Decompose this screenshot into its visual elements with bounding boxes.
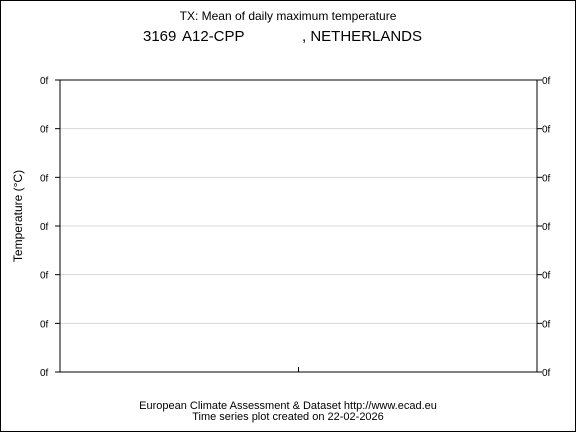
y-tick-label-left: 0f [40, 173, 49, 184]
y-tick-label-right: 0f [542, 368, 551, 379]
y-tick-label-right: 0f [542, 125, 551, 136]
station-name: A12-CPP [182, 28, 245, 45]
footer-created-date: Time series plot created on 22-02-2026 [192, 411, 384, 423]
footer-credit: European Climate Assessment & Dataset ht… [139, 400, 437, 412]
y-tick-label-left: 0f [40, 319, 49, 330]
y-tick-label-left: 0f [40, 368, 49, 379]
y-tick-label-right: 0f [542, 222, 551, 233]
y-tick-label-right: 0f [542, 173, 551, 184]
y-tick-label-right: 0f [542, 76, 551, 87]
y-tick-label-left: 0f [40, 125, 49, 136]
station-id: 3169 [143, 28, 177, 45]
station-country: , NETHERLANDS [302, 28, 423, 45]
chart-title: TX: Mean of daily maximum temperature [179, 9, 397, 23]
y-tick-label-left: 0f [40, 76, 49, 87]
y-tick-label-left: 0f [40, 222, 49, 233]
y-tick-label-left: 0f [40, 271, 49, 282]
y-tick-label-right: 0f [542, 271, 551, 282]
y-tick-label-right: 0f [542, 319, 551, 330]
